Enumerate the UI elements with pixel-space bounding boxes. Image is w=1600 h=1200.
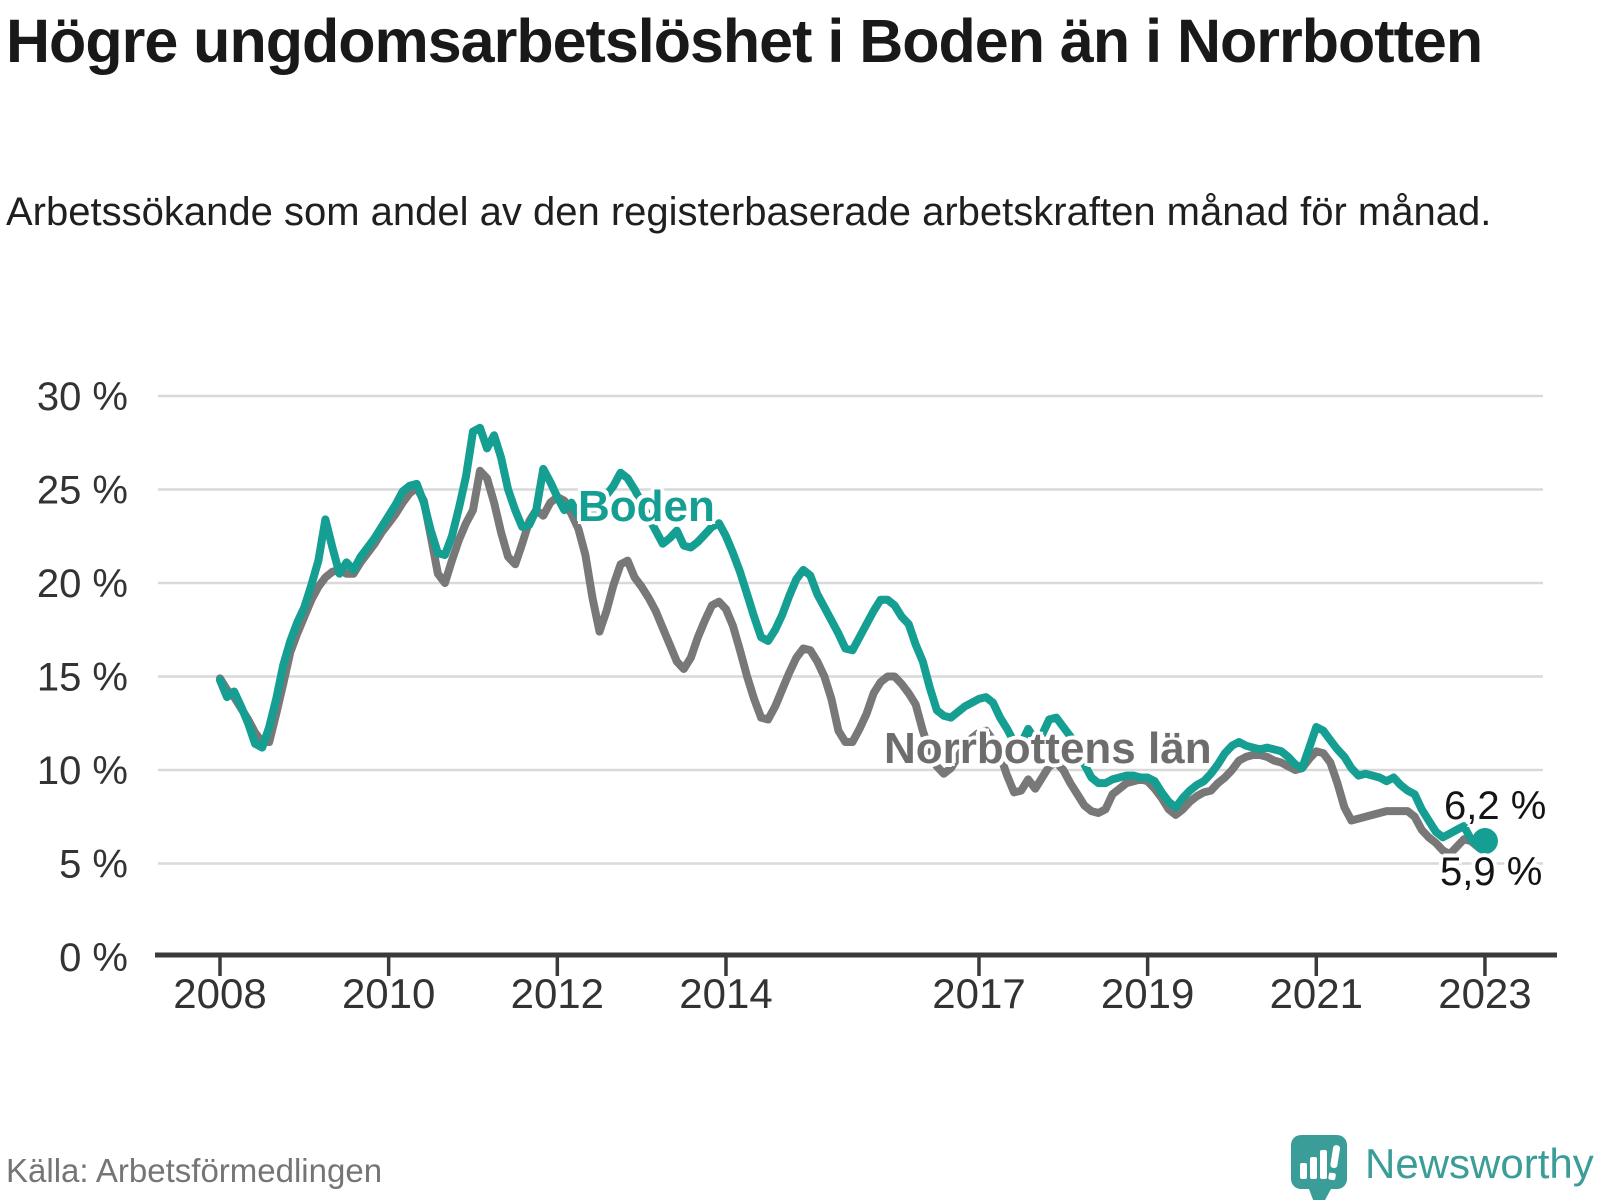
- page-subtitle: Arbetssökande som andel av den registerb…: [6, 190, 1492, 234]
- end-value-label-boden: 6,2 %: [1444, 784, 1547, 828]
- x-axis-tick-label: 2012: [511, 970, 604, 1017]
- end-value-label-norrbotten: 5,9 %: [1440, 850, 1543, 894]
- y-axis-tick-label: 30 %: [37, 375, 128, 419]
- x-axis-tick-label: 2017: [932, 970, 1025, 1017]
- series-end-dot: [1471, 828, 1498, 855]
- y-axis-tick-label: 15 %: [37, 656, 128, 700]
- y-axis-tick-label: 25 %: [37, 469, 128, 513]
- newsworthy-wordmark: Newsworthy: [1365, 1140, 1594, 1187]
- y-axis-tick-label: 5 %: [59, 843, 128, 887]
- series-label-boden: Boden: [578, 482, 715, 531]
- x-axis-tick-label: 2014: [679, 970, 772, 1017]
- series-label-norrbotten: Norrbottens län: [884, 724, 1212, 773]
- x-axis-tick-label: 2010: [342, 970, 435, 1017]
- series-line-boden: [216, 423, 1489, 849]
- page-title: Högre ungdomsarbetslöshet i Boden än i N…: [6, 7, 1483, 75]
- x-axis-tick-label: 2023: [1438, 970, 1531, 1017]
- series-line-norrbotten: [216, 466, 1489, 859]
- x-axis-tick-label: 2021: [1270, 970, 1363, 1017]
- newsworthy-pin-icon: [1291, 1135, 1347, 1200]
- y-axis-tick-label: 10 %: [37, 749, 128, 793]
- y-axis-tick-label: 20 %: [37, 562, 128, 606]
- source-note: Källa: Arbetsförmedlingen: [6, 1152, 383, 1189]
- y-axis-tick-label: 0 %: [59, 936, 128, 980]
- x-axis-tick-label: 2019: [1101, 970, 1194, 1017]
- newsworthy-logo: Newsworthy: [1291, 1135, 1594, 1200]
- x-axis-tick-label: 2008: [173, 970, 266, 1017]
